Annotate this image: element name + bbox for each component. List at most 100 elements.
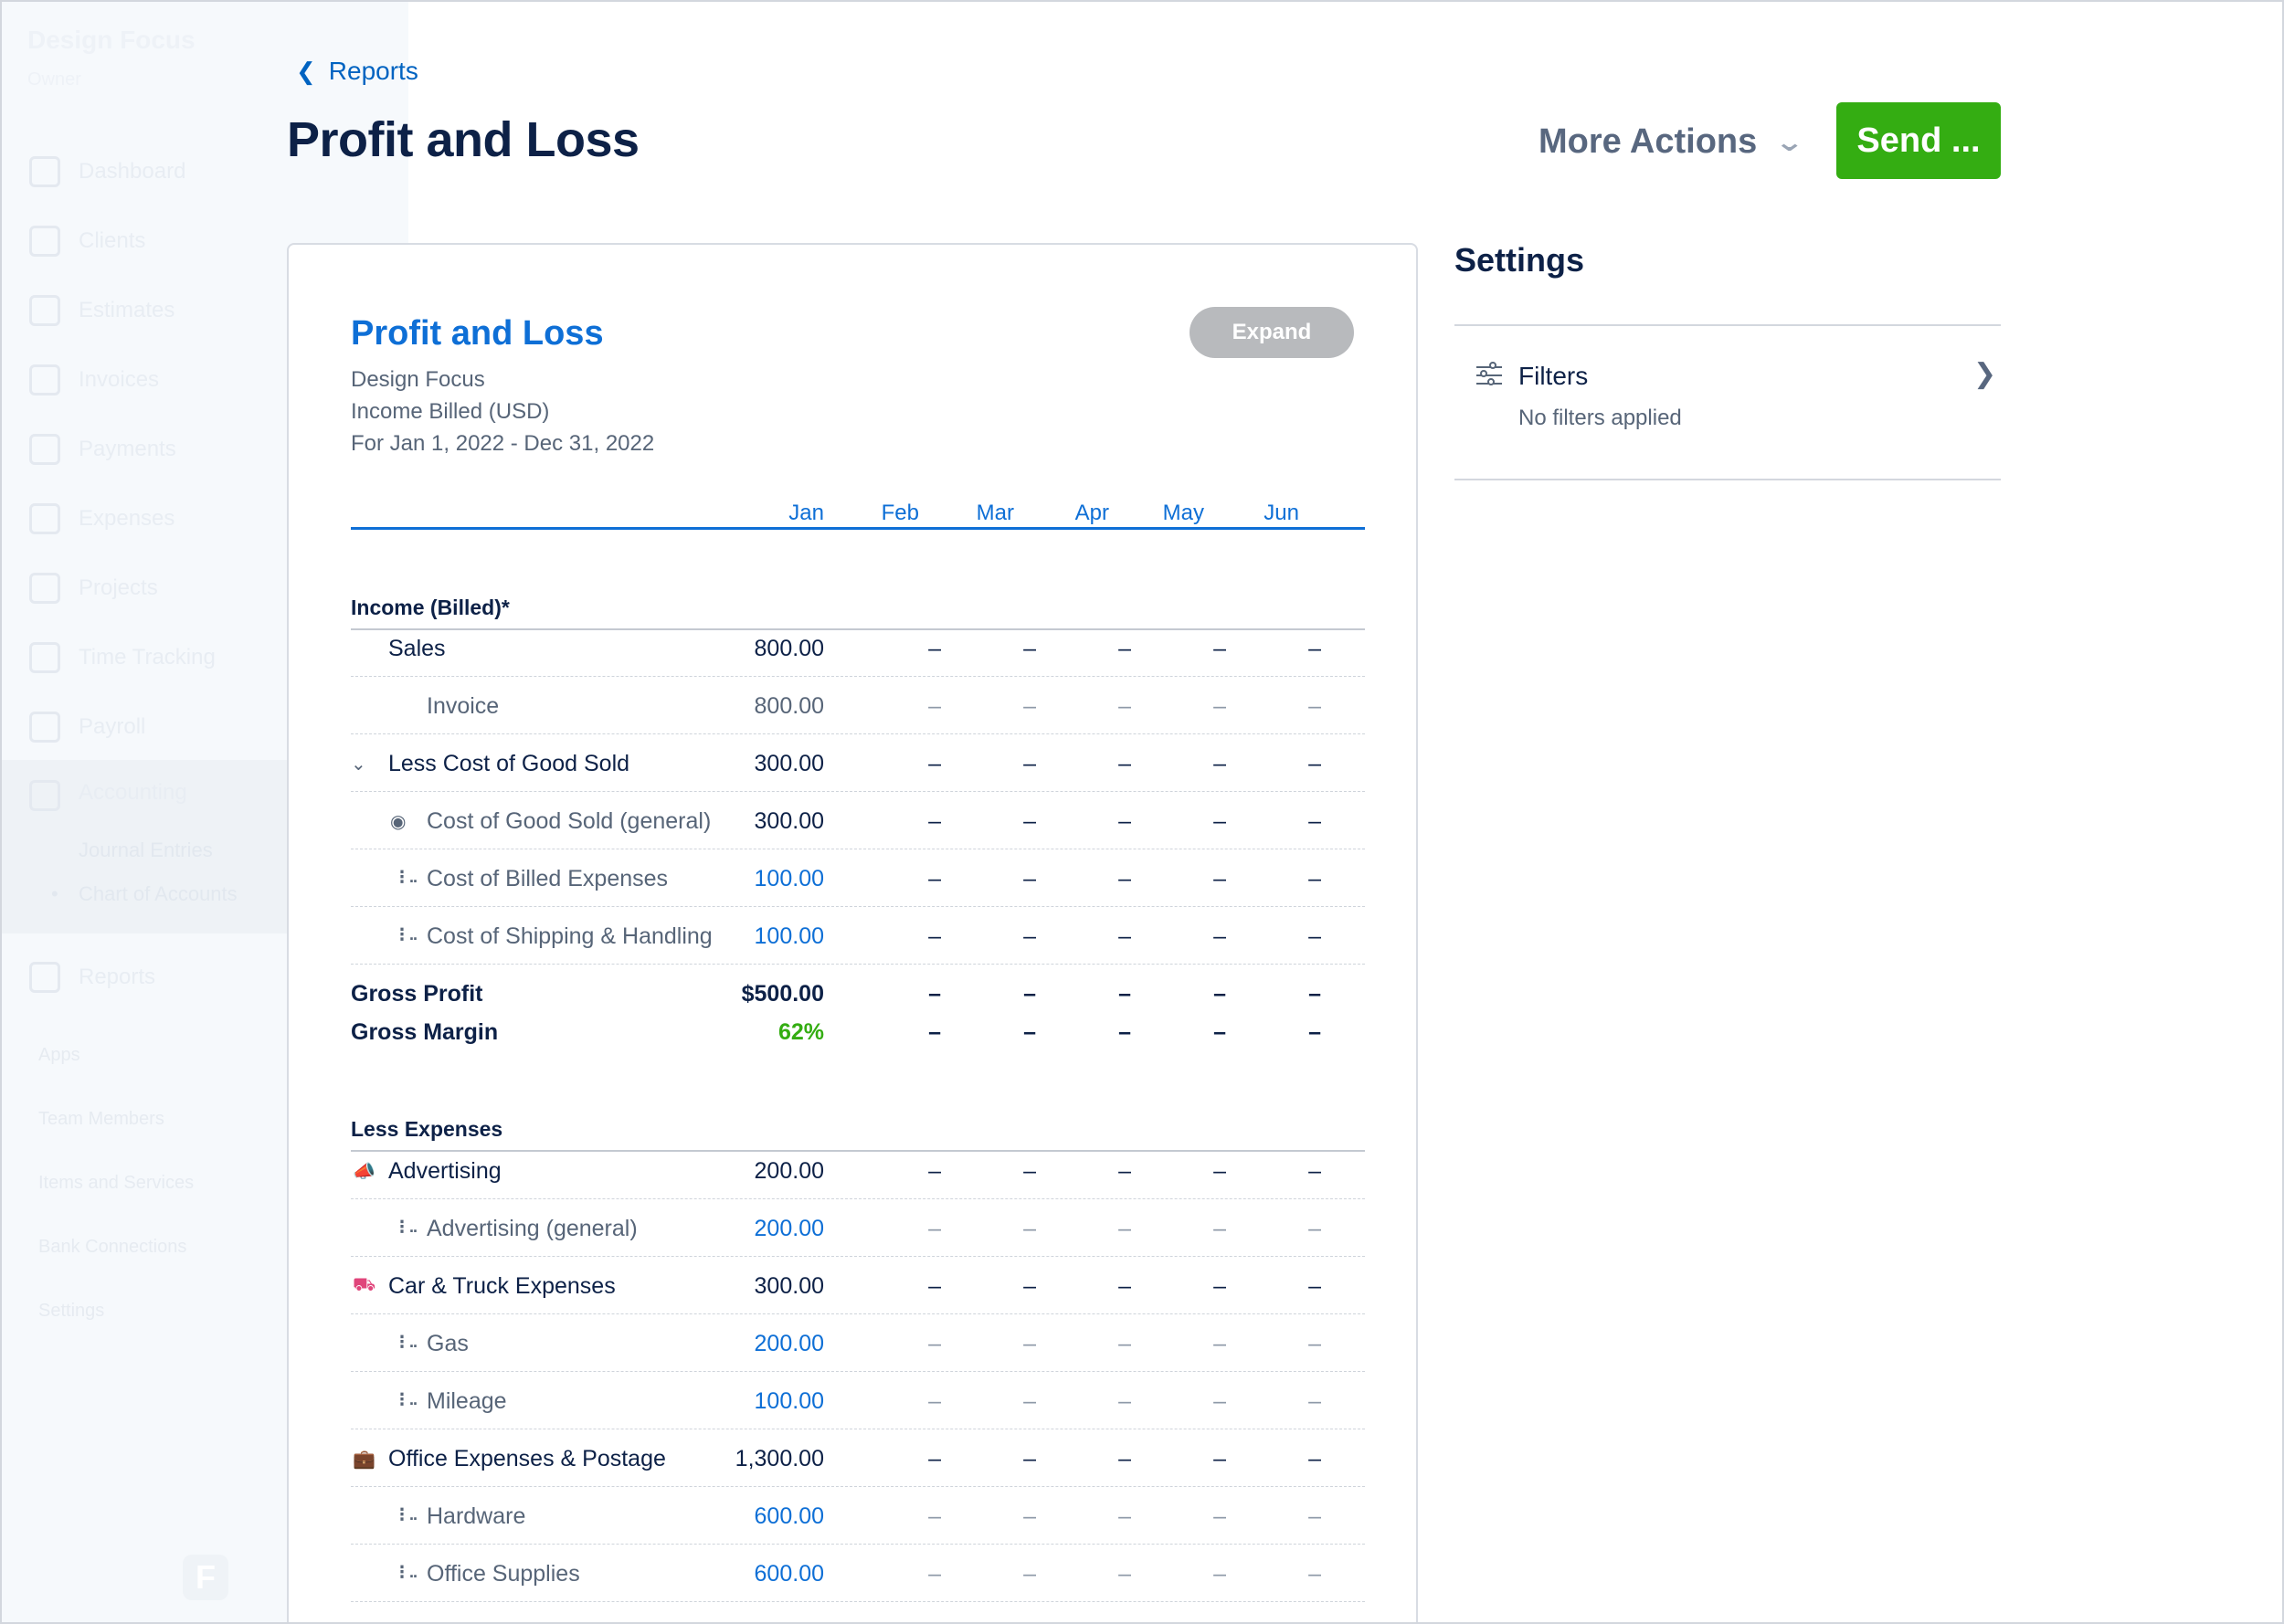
row-value-jan[interactable]: 200.00 — [754, 1216, 824, 1241]
filters-status: No filters applied — [1518, 406, 1682, 430]
row-value-jan[interactable]: 100.00 — [754, 866, 824, 891]
subaccount-dots-icon: ⋮.. — [394, 925, 418, 944]
row-value-empty: – — [1023, 1561, 1036, 1587]
row-value-jan[interactable]: 600.00 — [754, 1503, 824, 1529]
row-label: Sales — [388, 636, 446, 661]
row-value-empty: – — [1023, 1019, 1036, 1045]
sidebar-link-items-services[interactable]: Items and Services — [38, 1173, 195, 1193]
sidebar-link-bank-connections[interactable]: Bank Connections — [38, 1237, 187, 1257]
sidebar-link-settings[interactable]: Settings — [38, 1301, 105, 1321]
row-value-empty: – — [1118, 1446, 1131, 1471]
sidebar-org-name[interactable]: Design Focus — [27, 26, 196, 54]
table-row: 💼 Office Expenses & Postage 1,300.00 – – – – – — [351, 1429, 1365, 1487]
row-value-empty: – — [1213, 1388, 1226, 1414]
send-button[interactable]: Send ... — [1836, 102, 2001, 179]
chevron-left-icon: ❮ — [296, 57, 316, 85]
row-label: Gross Margin — [351, 1019, 499, 1045]
sidebar-item-payroll[interactable]: Payroll — [29, 709, 145, 745]
row-value-empty: – — [1213, 1503, 1226, 1529]
row-value-empty: – — [1308, 1446, 1321, 1471]
clients-icon — [29, 226, 60, 257]
row-value-empty: – — [928, 866, 941, 891]
truck-icon: ⛟ — [353, 1275, 376, 1295]
sidebar-subitem-journal-entries[interactable]: Journal Entries — [79, 838, 213, 861]
chevron-down-icon[interactable]: ⌄ — [351, 754, 366, 775]
projects-icon — [29, 573, 60, 604]
row-value-empty: – — [1118, 1331, 1131, 1356]
row-value-empty: – — [1213, 923, 1226, 949]
section-less-expenses: Less Expenses — [351, 1117, 1365, 1152]
row-value-empty: – — [1023, 1446, 1036, 1471]
row-value-jan: 800.00 — [754, 693, 824, 719]
freshbooks-logo-icon: F — [183, 1555, 228, 1600]
report-card: Profit and Loss Expand Design Focus Inco… — [287, 243, 1418, 1622]
sidebar-item-dashboard[interactable]: Dashboard — [29, 153, 185, 190]
sidebar-item-payments[interactable]: Payments — [29, 431, 176, 468]
row-value-empty: – — [1308, 808, 1321, 834]
subaccount-dots-icon: ⋮.. — [394, 1563, 418, 1581]
dashboard-icon — [29, 156, 60, 187]
row-value-empty: – — [1213, 1216, 1226, 1241]
payroll-icon — [29, 712, 60, 743]
row-value-empty: – — [928, 1216, 941, 1241]
row-value-empty: – — [1118, 1561, 1131, 1587]
accounting-icon — [29, 780, 60, 811]
month-header-row: JanFebMarAprMayJunJ — [351, 501, 1365, 530]
sidebar-item-label: Expenses — [79, 506, 175, 531]
table-row: ⌄ Less Cost of Good Sold 300.00 – – – – – — [351, 734, 1365, 792]
row-label: Advertising (general) — [427, 1216, 638, 1241]
sidebar-link-apps[interactable]: Apps — [38, 1045, 80, 1065]
row-value-empty: – — [928, 1331, 941, 1356]
sidebar-item-estimates[interactable]: Estimates — [29, 292, 174, 329]
row-value-jan[interactable]: 100.00 — [754, 1388, 824, 1414]
row-value-empty: – — [1118, 693, 1131, 719]
row-value-empty: – — [1308, 1273, 1321, 1299]
sidebar-item-reports[interactable]: Reports — [29, 959, 155, 996]
sidebar-subitem-chart-of-accounts[interactable]: Chart of Accounts — [51, 882, 238, 906]
row-value-empty: – — [1023, 1273, 1036, 1299]
row-value-empty: – — [1308, 751, 1321, 776]
row-value-jan[interactable]: 100.00 — [754, 923, 824, 949]
subaccount-dots-icon: ⋮.. — [394, 1505, 418, 1524]
row-value-jan[interactable]: 200.00 — [754, 1331, 824, 1356]
row-value-empty: – — [928, 1446, 941, 1471]
row-value-empty: – — [1023, 1158, 1036, 1184]
row-label: Gross Profit — [351, 981, 483, 1007]
report-title: Profit and Loss — [351, 314, 604, 353]
subaccount-dots-icon: ⋮.. — [394, 1218, 418, 1236]
sidebar-link-team-members[interactable]: Team Members — [38, 1109, 164, 1129]
sidebar-item-label: Clients — [79, 228, 146, 253]
row-value-jan: 200.00 — [754, 1158, 824, 1184]
sidebar-item-expenses[interactable]: Expenses — [29, 501, 174, 537]
sidebar-item-label: Time Tracking — [79, 645, 216, 670]
row-value-empty: – — [1023, 693, 1036, 719]
row-label: Mileage — [427, 1388, 507, 1414]
payments-icon — [29, 434, 60, 465]
row-value-empty: – — [1308, 1158, 1321, 1184]
sidebar-item-clients[interactable]: Clients — [29, 223, 145, 259]
row-value-empty: – — [1308, 693, 1321, 719]
expand-button[interactable]: Expand — [1190, 307, 1354, 358]
reports-icon — [29, 962, 60, 993]
row-value-empty: – — [1213, 808, 1226, 834]
table-row: 📣 Advertising 200.00 – – – – – — [351, 1142, 1365, 1199]
row-value-empty: – — [1023, 1503, 1036, 1529]
row-value-empty: – — [1213, 636, 1226, 661]
row-value-jan: $500.00 — [741, 981, 824, 1007]
row-value-empty: – — [1213, 1158, 1226, 1184]
filters-row[interactable]: Filters No filters applied ❯ — [1454, 327, 2001, 479]
sidebar-item-label: Dashboard — [79, 159, 186, 184]
clock-icon — [29, 642, 60, 673]
estimates-icon — [29, 295, 60, 326]
sidebar-item-projects[interactable]: Projects — [29, 570, 158, 606]
row-value-empty: – — [1213, 1273, 1226, 1299]
month-header-jun: Jun — [1264, 501, 1299, 525]
back-to-reports-link[interactable]: ❮ Reports — [296, 57, 418, 86]
section-income-billed: Income (Billed)* — [351, 596, 1365, 630]
row-value-jan[interactable]: 600.00 — [754, 1561, 824, 1587]
more-actions-dropdown[interactable]: More Actions ⌄ — [1539, 122, 1804, 162]
row-label: Gas — [427, 1331, 469, 1356]
sidebar-item-time-tracking[interactable]: Time Tracking — [29, 639, 216, 676]
sidebar-item-invoices[interactable]: Invoices — [29, 362, 159, 398]
